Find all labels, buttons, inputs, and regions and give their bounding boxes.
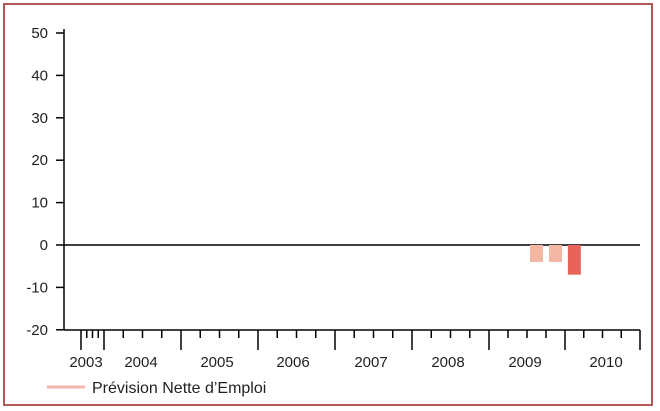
y-tick-label: 20 xyxy=(31,152,48,169)
y-tick-label: -20 xyxy=(26,322,48,339)
y-tick-label: 0 xyxy=(40,237,48,254)
x-tick-label: 2004 xyxy=(124,354,157,371)
y-tick-label: -10 xyxy=(26,279,48,296)
y-tick-label: 30 xyxy=(31,110,48,127)
x-tick-label: 2009 xyxy=(508,354,541,371)
x-tick-label: 2010 xyxy=(589,354,622,371)
x-tick-label: 2007 xyxy=(354,354,387,371)
bar xyxy=(567,245,581,275)
y-tick-label: 40 xyxy=(31,67,48,84)
bar xyxy=(549,245,562,262)
x-tick-label: 2006 xyxy=(276,354,309,371)
legend-label: Prévision Nette d’Emploi xyxy=(92,380,266,397)
bar xyxy=(530,245,543,262)
chart-frame xyxy=(3,3,653,406)
x-tick-label: 2003 xyxy=(69,354,102,371)
y-tick-label: 50 xyxy=(31,25,48,42)
x-tick-label: 2005 xyxy=(200,354,233,371)
y-tick-label: 10 xyxy=(31,195,48,212)
x-tick-label: 2008 xyxy=(431,354,464,371)
